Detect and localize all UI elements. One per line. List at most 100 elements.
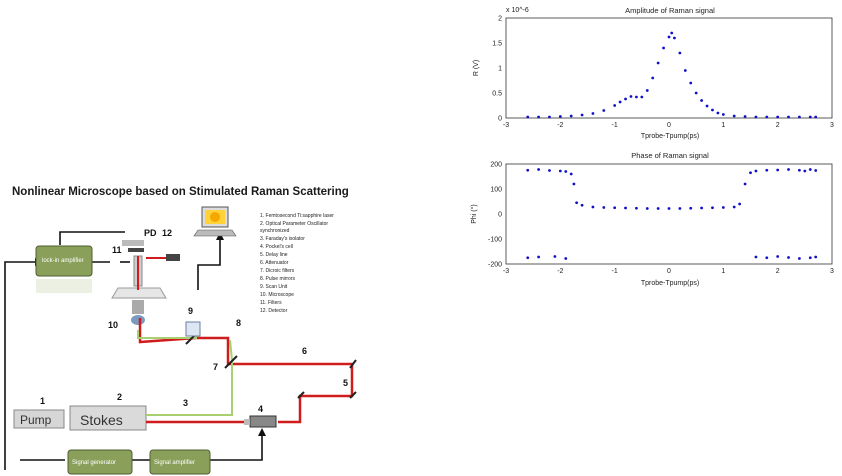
data-point	[814, 169, 818, 172]
y-tick-label: 2	[498, 16, 502, 23]
num-5: 5	[343, 378, 348, 388]
data-point	[754, 115, 758, 119]
pump-laser: Pump	[13, 409, 65, 429]
y-axis-label: R (V)	[473, 60, 480, 76]
lockin-reflection	[36, 279, 92, 293]
y-tick-label: 200	[490, 162, 502, 169]
data-point	[689, 81, 693, 85]
data-point	[776, 255, 780, 258]
data-point	[602, 109, 606, 112]
diagram-title: Nonlinear Microscope based on Stimulated…	[12, 186, 349, 198]
data-point	[558, 169, 562, 173]
data-point	[711, 108, 714, 112]
data-point	[765, 115, 769, 119]
data-point	[572, 182, 576, 186]
data-point	[624, 206, 627, 210]
pump-beam	[138, 318, 354, 424]
legend-line: 9. Scan Unit	[260, 284, 288, 290]
data-point	[765, 256, 769, 260]
num-9: 9	[188, 306, 193, 316]
legend-line: synchronized	[260, 228, 290, 234]
plot-frame	[505, 163, 833, 265]
data-point	[537, 168, 540, 171]
num-6: 6	[302, 346, 307, 356]
x-tick-label: 2	[776, 122, 780, 129]
y-tick-label: 1	[498, 66, 502, 73]
y-tick-label: 1.5	[492, 41, 502, 48]
data-point	[602, 206, 606, 209]
lockin-label: lock-in amplifier	[42, 258, 84, 264]
data-point	[564, 257, 568, 260]
x-tick-label: 3	[830, 122, 834, 129]
data-point	[798, 168, 801, 172]
data-point	[667, 207, 671, 210]
data-point	[613, 206, 617, 210]
data-point	[732, 114, 736, 118]
x-tick-label: -1	[612, 268, 618, 275]
data-point	[526, 256, 530, 260]
phase-plot: Phase of Raman signal Phi (°) Tprobe-Tpu…	[470, 151, 834, 287]
x-tick-label: 1	[721, 268, 725, 275]
data-point	[683, 69, 687, 72]
data-point	[705, 104, 709, 108]
data-point	[787, 168, 790, 171]
x-axis-label: Tprobe-Tpump(ps)	[641, 133, 699, 140]
num-4: 4	[258, 404, 263, 414]
data-point	[808, 115, 812, 119]
data-point	[537, 115, 540, 119]
data-point	[738, 202, 742, 206]
data-point	[656, 207, 660, 210]
legend-line: 1. Femtosecond Ti:sapphire laser	[260, 213, 334, 219]
data-point	[732, 205, 736, 209]
lockin-amplifier: lock-in amplifier	[35, 245, 93, 277]
data-point	[711, 206, 714, 210]
data-point	[537, 255, 540, 259]
data-point	[798, 115, 801, 119]
data-point	[743, 115, 747, 118]
data-point	[635, 206, 638, 210]
data-point	[814, 115, 818, 119]
legend-line: 11. Filters	[260, 300, 282, 306]
x-tick-label: -2	[557, 268, 563, 275]
x-tick-label: 0	[667, 122, 671, 129]
legend-line: 8. Pulse mirrors	[260, 276, 296, 282]
data-point	[808, 256, 812, 260]
data-point	[689, 206, 693, 210]
data-point	[548, 115, 551, 119]
signal-generator: Signal generator	[67, 449, 133, 475]
y-tick-label: 0	[498, 212, 502, 219]
data-point	[787, 256, 790, 259]
x-tick-label: -3	[503, 268, 509, 275]
data-point	[700, 99, 703, 102]
data-point	[553, 255, 557, 258]
data-point	[569, 114, 573, 118]
data-point	[656, 61, 660, 65]
data-point	[803, 169, 807, 173]
data-point	[808, 168, 812, 171]
signal-generator-label: Signal generator	[72, 460, 116, 466]
signal-amplifier-label: Signal amplifier	[154, 460, 195, 466]
data-point	[635, 95, 638, 99]
data-point	[580, 203, 584, 207]
data-point	[798, 257, 801, 260]
x-tick-label: 1	[721, 122, 725, 129]
num-8: 8	[236, 318, 241, 328]
data-point	[749, 171, 752, 175]
data-point	[765, 168, 769, 172]
x-tick-label: -3	[503, 122, 509, 129]
data-point	[575, 201, 579, 205]
data-point	[754, 255, 758, 259]
pd-label: PD	[144, 228, 157, 238]
data-point	[613, 104, 617, 107]
data-point	[787, 115, 790, 119]
filter-element	[166, 254, 180, 261]
legend-line: 3. Faraday's isolator	[260, 236, 305, 242]
stokes-label: Stokes	[80, 412, 123, 428]
y-multiplier: x 10^-6	[506, 7, 529, 14]
num-11: 11	[112, 245, 122, 255]
x-tick-label: -1	[612, 122, 618, 129]
y-tick-label: -200	[488, 262, 502, 269]
x-tick-label: 2	[776, 268, 780, 275]
y-axis-label: Phi (°)	[470, 204, 478, 224]
legend-line: 4. Pockel's cell	[260, 244, 293, 250]
